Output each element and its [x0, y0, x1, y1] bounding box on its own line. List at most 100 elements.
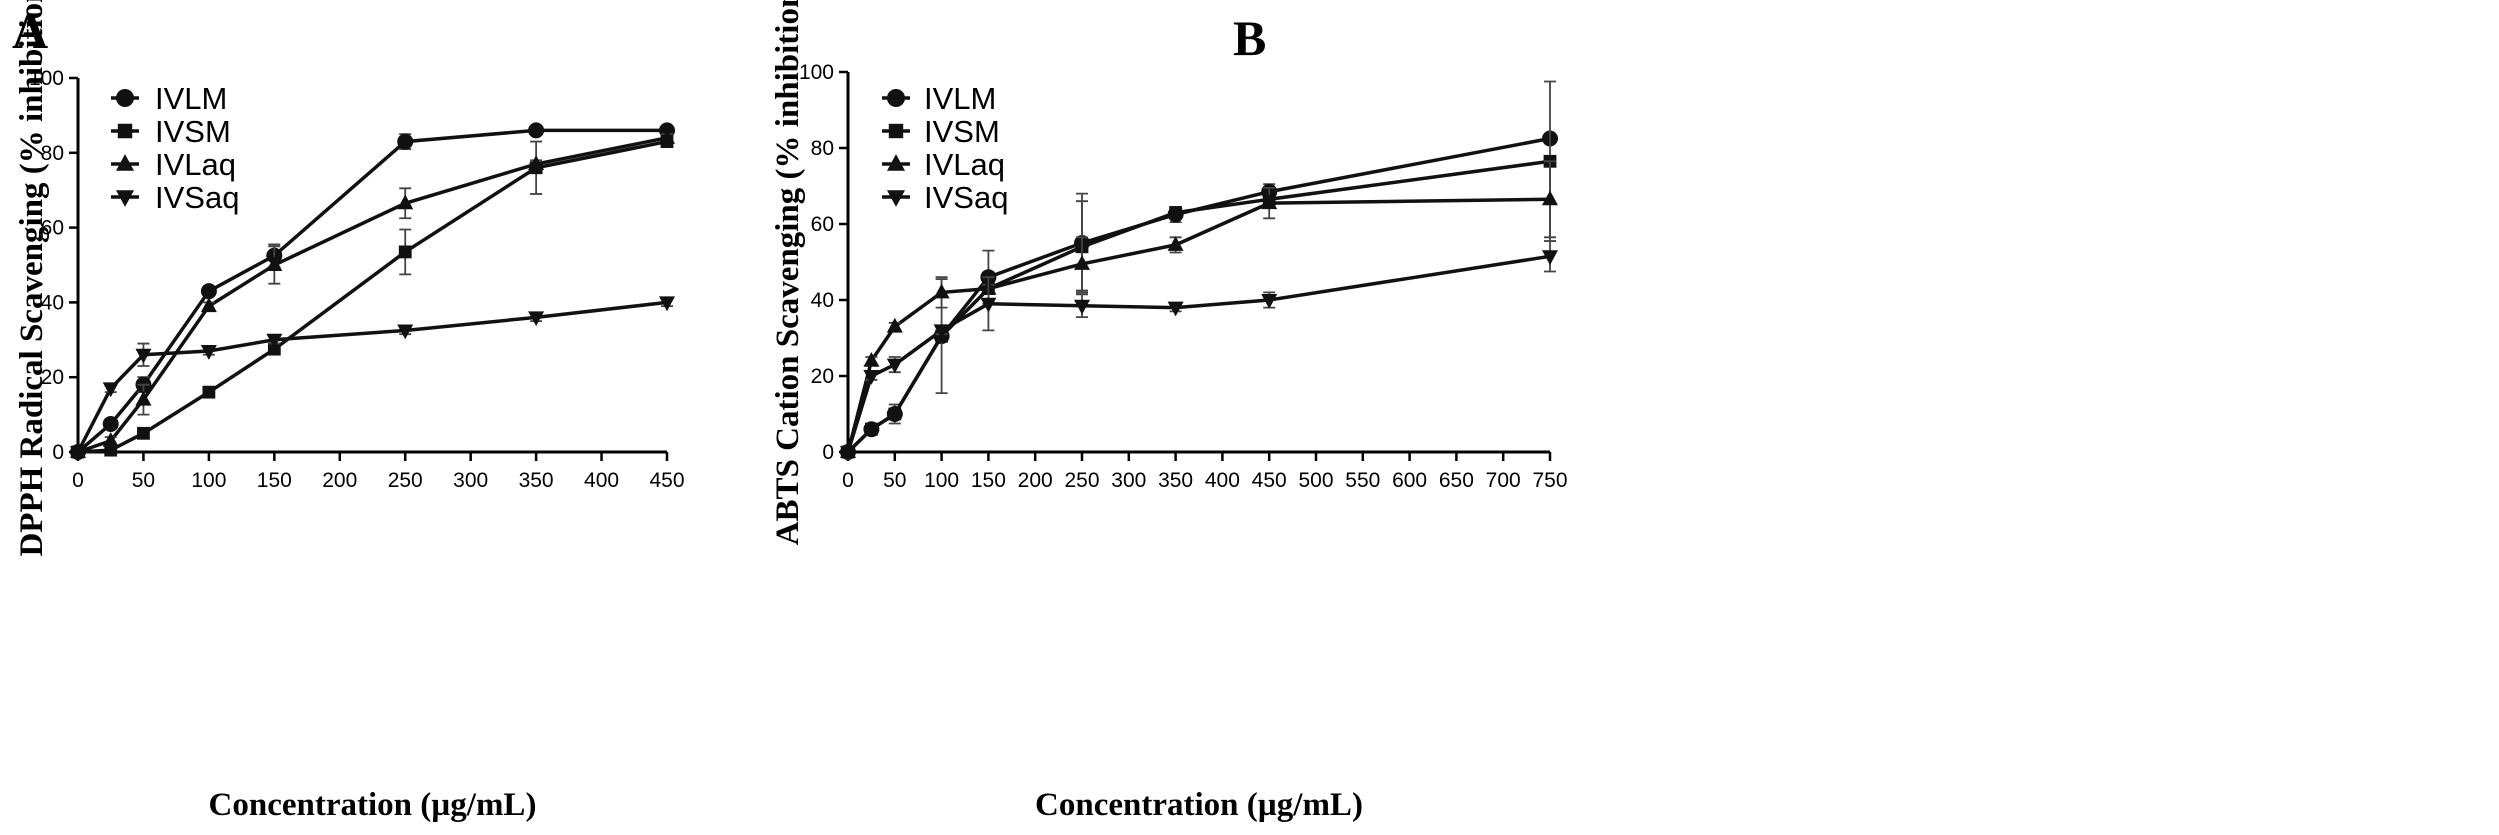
panel-b-x-tick-label: 550 [1345, 469, 1380, 492]
panel-b-y-tick-label: 0 [822, 441, 834, 464]
panel-a-ivlm-point [102, 415, 119, 432]
panel-b-x-tick-label: 150 [971, 469, 1006, 492]
panel-b-x-tick-label: 600 [1392, 469, 1427, 492]
panel-a-ivlm-line [76, 128, 667, 454]
panel-b-ivsaq-line [846, 254, 1551, 453]
panel-a-legend-ivsaq-label: IVSaq [155, 180, 239, 215]
panel-b-legend-ivsm-label: IVSM [924, 114, 1000, 149]
panel-a-ivsaq-point [266, 333, 283, 349]
panel-b-x-tick-label: 450 [1252, 469, 1287, 492]
panel-b-ivlaq-point [1074, 255, 1090, 270]
panel-b-ivlaq-point [933, 283, 950, 299]
panel-b-y-axis-title: ABTS Cation Scavenging (% inhibition) [770, 0, 806, 545]
panel-b-y-tick-label: 40 [811, 289, 834, 312]
panel-b-ivsaq-point [933, 324, 950, 340]
panel-b-ivsaq-point [1542, 250, 1558, 266]
panel-b-x-tick-label: 500 [1298, 469, 1333, 492]
panel-b-ivsaq-point [840, 446, 856, 461]
panel-a-ivlaq-point [266, 256, 283, 271]
panel-b-ivsaq-point [1167, 301, 1184, 317]
panel-b-ivsm-point [888, 407, 902, 421]
panel-a-ivsaq-point [659, 296, 675, 312]
panel-a-series-ivlaq [70, 129, 675, 458]
panel-b-x-tick-label: 750 [1532, 469, 1567, 492]
panel-a-chart: A DPPH Radical Scavenging (% inhibition)… [12, 0, 685, 823]
panel-a-x-tick-label: 400 [584, 469, 619, 492]
panel-a-ivlaq-point [528, 155, 545, 171]
panel-b-x-tick-label: 300 [1111, 469, 1146, 492]
panel-a-x-tick-label: 200 [322, 469, 357, 492]
panel-b-legend-ivsaq-label: IVSaq [924, 180, 1008, 215]
panel-b-ivsaq-point [1074, 299, 1090, 315]
panel-b-legend-ivlm-label: IVLM [924, 81, 996, 116]
panel-a-legend-ivlaq-marker [116, 154, 134, 171]
panel-a-legend-ivlm-label: IVLM [155, 81, 227, 116]
panel-a-y-tick-label: 60 [41, 217, 64, 240]
panel-b-ivlaq-point [1167, 236, 1184, 251]
panel-b-ivlaq-point [863, 352, 880, 367]
panel-a-ivlaq-point [659, 129, 675, 144]
panel-a-series-ivsaq [70, 296, 675, 461]
panel-a-x-tick-label: 150 [257, 469, 292, 492]
panel-a-ivlaq-line [77, 136, 668, 454]
panel-a-x-tick-label: 350 [519, 469, 554, 492]
panel-a-legend-item-ivlm: IVLM [111, 81, 227, 116]
panel-b-ivsaq-point [1261, 294, 1278, 309]
panel-b-legend-item-ivlm: IVLM [882, 81, 996, 116]
panel-b-ivsm-point [1169, 206, 1182, 219]
panel-a-ivsm-point [398, 245, 412, 259]
panel-a-ivsaq-point [528, 311, 545, 327]
panel-a-legend-ivlaq-label: IVLaq [155, 147, 236, 182]
panel-a-y-tick-label: 20 [41, 366, 64, 389]
panel-a-ivlaq-point [397, 194, 414, 210]
panel-b-chart: B ABTS Cation Scavenging (% inhibition) … [770, 0, 1568, 823]
panel-b-letter: B [1233, 10, 1266, 66]
panel-a-y-tick-label: 80 [41, 142, 64, 165]
panel-a-legend-ivsm-marker [117, 123, 133, 139]
panel-b-x-tick-label: 400 [1205, 469, 1240, 492]
panel-b-ivlaq-point [1261, 194, 1278, 210]
panel-a-ivlaq-point [135, 390, 152, 406]
panel-b-ivsaq-point [980, 297, 997, 313]
panel-b-y-tick-label: 20 [811, 365, 834, 388]
panel-a-ivlaq-point [200, 297, 217, 313]
panel-a-legend-item-ivlaq: IVLaq [111, 147, 236, 182]
panel-b-ivsm-point [865, 422, 878, 436]
panel-a-ivsm-point [267, 342, 281, 356]
panel-b-x-tick-label: 0 [842, 469, 854, 492]
panel-b-legend-ivlaq-label: IVLaq [924, 147, 1005, 182]
panel-a-y-tick-label: 100 [29, 67, 64, 90]
panel-a-ivlm-point [528, 122, 545, 139]
panel-a-legend-ivlm-marker [116, 89, 134, 107]
panel-b-y-tick-label: 60 [811, 213, 834, 236]
panel-b-legend-item-ivsaq: IVSaq [882, 180, 1008, 215]
panel-b-x-tick-label: 700 [1486, 469, 1521, 492]
panel-a-y-tick-label: 0 [52, 441, 64, 464]
panel-b-x-tick-label: 350 [1158, 469, 1193, 492]
panel-b-ivlaq-point [886, 317, 903, 333]
panel-a-x-tick-label: 250 [388, 469, 423, 492]
panel-b-x-tick-label: 50 [883, 469, 906, 492]
panel-a-ivsm-point [202, 385, 216, 399]
panel-b-legend-ivsm-marker [888, 123, 904, 139]
panel-b-x-axis-title: Concentration (µg/mL) [1035, 787, 1363, 823]
panel-b-x-tick-label: 200 [1018, 469, 1053, 492]
panel-a-ivsaq-point [70, 446, 86, 461]
panel-a-ivsaq-point [397, 324, 414, 340]
panel-a-ivsaq-point [200, 345, 217, 360]
panel-b-x-tick-label: 250 [1064, 469, 1099, 492]
panel-a-y-tick-label: 40 [41, 291, 64, 314]
panel-a-legend-ivsm-label: IVSM [155, 114, 231, 149]
panel-a-y-axis-title: DPPH Radical Scavenging (% inhibition) [14, 0, 50, 557]
panel-b-x-tick-label: 100 [924, 469, 959, 492]
panel-a-letter: A [12, 3, 48, 59]
panel-a-ivsaq-point [102, 382, 119, 398]
panel-b-series-ivsaq [840, 240, 1558, 461]
panel-a-ivsm-point [104, 443, 118, 457]
panel-a-x-tick-label: 100 [191, 469, 226, 492]
panel-b-y-tick-label: 80 [811, 137, 834, 160]
panel-a-legend-item-ivsaq: IVSaq [111, 180, 239, 215]
panel-a-x-axis-title: Concentration (µg/mL) [209, 787, 537, 823]
panel-b-legend-ivlm-marker [887, 89, 905, 107]
